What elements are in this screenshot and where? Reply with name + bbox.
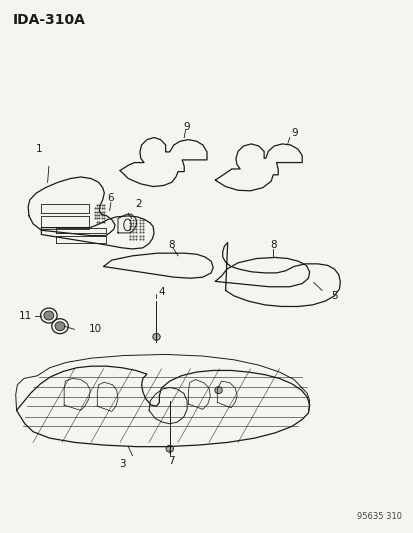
Text: 6: 6 — [107, 193, 114, 203]
Text: 9: 9 — [291, 128, 297, 138]
Ellipse shape — [214, 387, 222, 393]
Ellipse shape — [166, 446, 173, 452]
Ellipse shape — [44, 311, 54, 320]
Text: 11: 11 — [19, 311, 32, 320]
Ellipse shape — [55, 322, 65, 330]
Text: 4: 4 — [158, 287, 165, 297]
Text: 3: 3 — [119, 459, 125, 469]
Text: 8: 8 — [269, 240, 276, 250]
Text: 8: 8 — [168, 240, 175, 250]
Text: 9: 9 — [183, 122, 189, 132]
Text: 10: 10 — [89, 325, 102, 334]
Text: 1: 1 — [36, 144, 43, 154]
Text: IDA-310A: IDA-310A — [12, 13, 85, 27]
Text: 95635 310: 95635 310 — [356, 512, 401, 521]
Text: 7: 7 — [168, 456, 175, 466]
Ellipse shape — [152, 334, 160, 340]
Text: 2: 2 — [135, 199, 142, 208]
Text: 5: 5 — [330, 291, 337, 301]
